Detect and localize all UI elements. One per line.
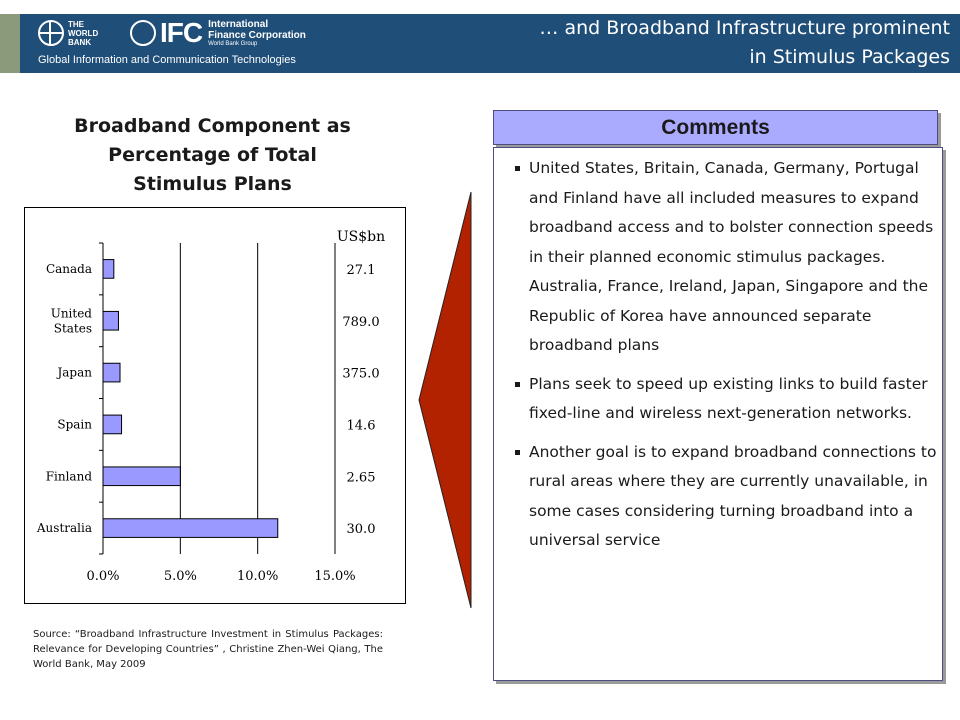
bar <box>102 414 123 435</box>
comment-text: Another goal is to expand broadband conn… <box>529 442 937 550</box>
ifc-name-line3: World Bank Group <box>208 40 258 47</box>
square-bullet-icon <box>515 381 520 387</box>
header-accent-stripe <box>0 14 20 73</box>
square-bullet-icon <box>515 166 520 171</box>
bar <box>102 310 119 331</box>
category-label: United <box>51 306 93 320</box>
comment-item: Plans seek to speed up existing links to… <box>512 370 937 429</box>
annotation-label: 789.0 <box>342 315 379 330</box>
comment-text: United States, Britain, Canada, Germany,… <box>529 159 934 354</box>
slide-title-line2: in Stimulus Packages <box>749 46 950 68</box>
world-bank-logo: THE WORLD BANK <box>38 18 98 48</box>
annotation-label: 14.6 <box>347 418 376 433</box>
category-label: Canada <box>46 262 92 276</box>
bar <box>102 466 181 487</box>
x-tick-label: 0.0% <box>86 569 119 584</box>
annotation-label: 27.1 <box>347 263 376 278</box>
comment-text: Plans seek to speed up existing links to… <box>529 374 928 423</box>
chart-title-line1: Broadband Component as <box>74 115 351 137</box>
category-label: Japan <box>55 366 92 380</box>
comment-item: United States, Britain, Canada, Germany,… <box>512 154 937 361</box>
comments-box: United States, Britain, Canada, Germany,… <box>493 147 943 681</box>
category-label: Spain <box>57 417 92 431</box>
chart-title: Broadband Component as Percentage of Tot… <box>20 112 405 199</box>
world-bank-globe-icon <box>38 20 64 46</box>
chart-frame: 0.0% 5.0% 10.0% 15.0% US$bn Canada 27.1 United S… <box>24 207 406 604</box>
category-label: Finland <box>46 469 93 483</box>
x-tick-label: 10.0% <box>237 569 278 584</box>
arrow-shape <box>418 191 472 609</box>
ifc-name: International Finance Corporation World … <box>208 19 306 48</box>
category-label: Australia <box>36 521 92 535</box>
header-bar <box>20 14 960 73</box>
comment-item: Another goal is to expand broadband conn… <box>512 438 937 556</box>
world-bank-logo-text: THE WORLD BANK <box>68 19 99 47</box>
header: THE WORLD BANK IFC International Finance… <box>0 0 960 75</box>
comments-header: Comments <box>493 110 938 145</box>
annotation-label: 2.65 <box>347 470 376 485</box>
square-bullet-icon <box>515 449 520 455</box>
x-tick-label: 5.0% <box>164 569 197 584</box>
ifc-logo: IFC International Finance Corporation Wo… <box>130 17 306 48</box>
source-note: Source: “Broadband Infrastructure Invest… <box>33 629 383 670</box>
chart-title-line2: Percentage of Total <box>108 144 317 166</box>
bar <box>102 518 279 538</box>
chart-title-line3: Stimulus Plans <box>133 173 292 195</box>
annotation-label: 375.0 <box>342 367 379 382</box>
x-tick-label: 15.0% <box>314 569 355 584</box>
ifc-name-line1: International <box>208 18 269 30</box>
bar <box>102 259 115 279</box>
ifc-emblem-icon <box>130 20 156 46</box>
arrow-chevron-icon <box>418 191 472 609</box>
slide-title: … and Broadband Infrastructure prominent… <box>390 14 950 72</box>
slide-title-line1: … and Broadband Infrastructure prominent <box>539 17 950 39</box>
annotation-label: 30.0 <box>347 522 376 537</box>
category-label: States <box>54 321 92 335</box>
header-subtitle: Global Information and Communication Tec… <box>38 54 296 66</box>
ifc-mark: IFC <box>160 17 203 48</box>
comments-list: United States, Britain, Canada, Germany,… <box>512 154 937 565</box>
ifc-name-line2: Finance Corporation <box>208 29 306 41</box>
annotation-header: US$bn <box>337 229 385 245</box>
bar <box>102 362 121 383</box>
